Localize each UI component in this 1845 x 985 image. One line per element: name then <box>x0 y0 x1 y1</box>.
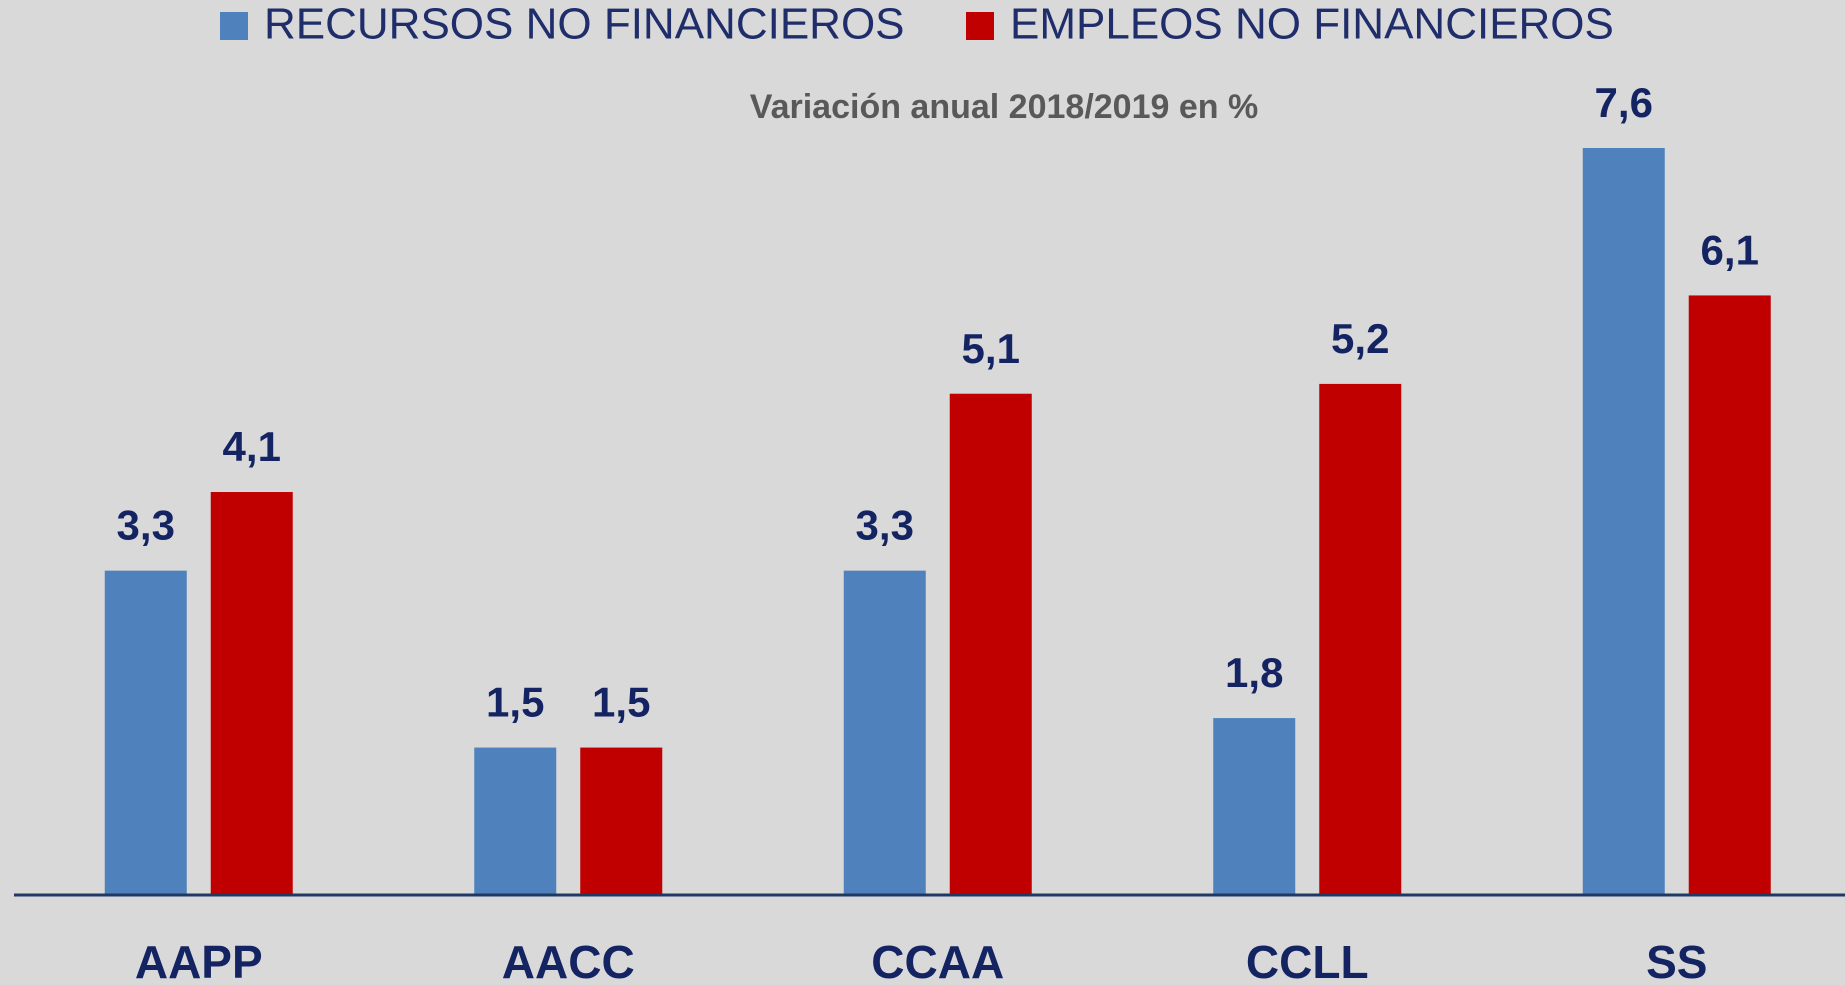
bar <box>949 393 1032 895</box>
value-label: 1,5 <box>486 679 544 726</box>
x-tick-label: AACC <box>502 936 635 985</box>
x-tick-label: AAPP <box>135 936 263 985</box>
x-tick-label: SS <box>1646 936 1707 985</box>
bar <box>1319 383 1402 895</box>
value-label: 7,6 <box>1595 79 1653 126</box>
legend-swatch <box>220 12 248 40</box>
chart-title: Variación anual 2018/2019 en % <box>750 88 1258 126</box>
legend-label: RECURSOS NO FINANCIEROS <box>264 0 905 49</box>
bar <box>1688 295 1771 895</box>
value-label: 1,5 <box>592 679 650 726</box>
value-label: 6,1 <box>1701 227 1759 274</box>
value-label: 3,3 <box>856 502 914 549</box>
value-label: 4,1 <box>223 423 281 470</box>
bar <box>1582 148 1665 895</box>
value-label: 1,8 <box>1225 649 1283 696</box>
x-tick-label: CCLL <box>1246 936 1369 985</box>
legend-swatch <box>966 12 994 40</box>
bar <box>474 747 557 895</box>
value-label: 3,3 <box>117 502 175 549</box>
bar <box>104 570 187 895</box>
bar <box>843 570 926 895</box>
bar <box>1213 718 1296 895</box>
value-label: 5,1 <box>962 325 1020 372</box>
value-label: 5,2 <box>1331 315 1389 362</box>
bar <box>580 747 663 895</box>
bar <box>210 492 293 895</box>
legend-label: EMPLEOS NO FINANCIEROS <box>1010 0 1614 49</box>
x-tick-label: CCAA <box>871 936 1004 985</box>
